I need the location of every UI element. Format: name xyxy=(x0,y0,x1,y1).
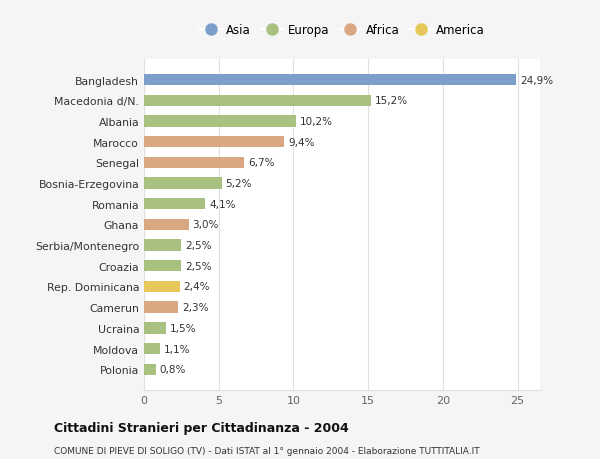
Bar xyxy=(144,137,284,148)
Bar xyxy=(144,261,181,272)
Text: 3,0%: 3,0% xyxy=(193,220,219,230)
Text: 0,8%: 0,8% xyxy=(160,364,186,375)
Text: 5,2%: 5,2% xyxy=(226,179,252,189)
Bar xyxy=(144,75,516,86)
Bar xyxy=(144,199,205,210)
Text: 2,3%: 2,3% xyxy=(182,302,209,313)
Text: 9,4%: 9,4% xyxy=(288,137,315,147)
Text: 1,1%: 1,1% xyxy=(164,344,191,354)
Text: 2,5%: 2,5% xyxy=(185,261,212,271)
Text: 1,5%: 1,5% xyxy=(170,323,197,333)
Bar xyxy=(144,323,166,334)
Text: Cittadini Stranieri per Cittadinanza - 2004: Cittadini Stranieri per Cittadinanza - 2… xyxy=(54,421,349,434)
Bar xyxy=(144,219,189,230)
Text: 24,9%: 24,9% xyxy=(520,75,553,85)
Text: 4,1%: 4,1% xyxy=(209,199,236,209)
Text: 15,2%: 15,2% xyxy=(375,96,408,106)
Bar xyxy=(144,364,156,375)
Bar xyxy=(144,157,244,168)
Legend: Asia, Europa, Africa, America: Asia, Europa, Africa, America xyxy=(194,19,490,42)
Bar xyxy=(144,116,296,127)
Text: 2,4%: 2,4% xyxy=(184,282,210,292)
Bar xyxy=(144,343,160,354)
Text: 10,2%: 10,2% xyxy=(300,117,333,127)
Bar xyxy=(144,178,222,189)
Bar xyxy=(144,240,181,251)
Bar xyxy=(144,95,371,106)
Text: 2,5%: 2,5% xyxy=(185,241,212,251)
Text: COMUNE DI PIEVE DI SOLIGO (TV) - Dati ISTAT al 1° gennaio 2004 - Elaborazione TU: COMUNE DI PIEVE DI SOLIGO (TV) - Dati IS… xyxy=(54,446,479,455)
Text: 6,7%: 6,7% xyxy=(248,158,274,168)
Bar xyxy=(144,281,180,292)
Bar xyxy=(144,302,178,313)
